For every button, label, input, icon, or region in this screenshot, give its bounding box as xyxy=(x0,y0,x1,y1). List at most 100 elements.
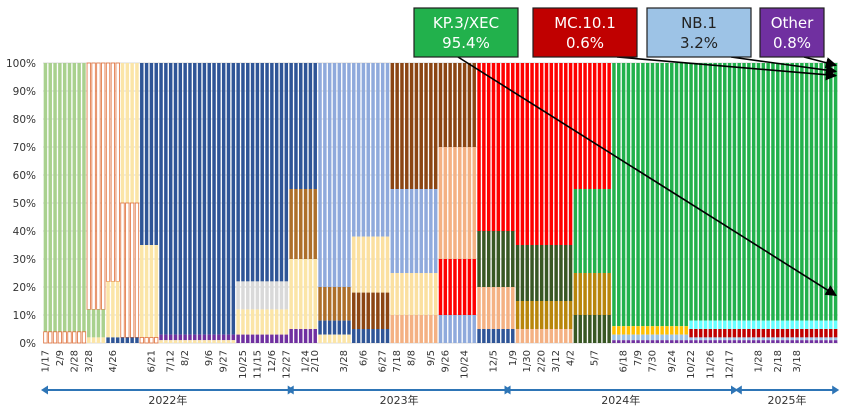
week-bar xyxy=(800,63,804,343)
week-bar xyxy=(241,63,245,343)
bar-segment-jn1 xyxy=(477,63,481,231)
week-bar xyxy=(660,63,664,343)
week-bar xyxy=(790,63,794,343)
week-bar xyxy=(279,63,284,343)
week-bar xyxy=(202,63,207,343)
bar-segment-misc xyxy=(665,326,669,335)
week-bar xyxy=(188,63,192,343)
week-bar xyxy=(96,62,101,343)
bar-segment-nb1 xyxy=(795,337,799,341)
x-tick-label: 1/28 xyxy=(754,350,765,372)
bar-segment-nb1 xyxy=(780,337,785,341)
bar-segment-jn1 xyxy=(535,63,539,245)
bar-segment-nb1 xyxy=(785,337,790,341)
week-bar xyxy=(332,63,337,343)
bar-segment-ba2_pre xyxy=(164,340,168,343)
bar-segment-jn1_sub xyxy=(544,245,549,301)
x-tick-label: 6/27 xyxy=(378,350,389,372)
bar-segment-other xyxy=(756,340,761,343)
bar-segment-kp3_xec xyxy=(766,63,770,321)
bar-segment-kp3_xec xyxy=(833,63,838,321)
bar-segment-jn1_sub xyxy=(486,231,491,287)
week-bar xyxy=(110,62,115,343)
x-tick-label: 2/18 xyxy=(773,350,784,372)
bar-segment-ba5_other xyxy=(250,281,255,310)
bar-segment-ba275 xyxy=(241,334,245,343)
year-label: 2025年 xyxy=(768,393,807,407)
bar-segment-other xyxy=(833,340,838,343)
bar-segment-ba286 xyxy=(564,329,568,343)
week-bar xyxy=(327,63,332,343)
week-bar xyxy=(472,63,476,343)
week-bar xyxy=(48,63,53,344)
bar-segment-ba1 xyxy=(48,331,53,344)
x-tick-label: 1/30 xyxy=(522,350,533,372)
week-bar xyxy=(511,63,515,343)
week-bar xyxy=(385,63,390,343)
bar-segment-kp3_xec xyxy=(751,63,756,321)
bar-segment-other xyxy=(771,340,775,343)
week-bar xyxy=(727,63,732,343)
bar-segment-ba286 xyxy=(390,315,395,343)
bar-segment-ba2_pre xyxy=(279,309,284,335)
week-bar xyxy=(525,63,529,343)
bar-segment-kp3_xec xyxy=(800,63,804,321)
week-bar xyxy=(284,63,289,343)
bar-segment-kp3_xec xyxy=(655,63,660,327)
bar-segment-eg5 xyxy=(472,63,476,147)
bar-segment-xbb116 xyxy=(409,273,414,315)
bar-segment-ba2_pre xyxy=(212,340,216,343)
bar-segment-ba5 xyxy=(125,337,130,343)
bar-segment-kp3_xec xyxy=(829,63,833,321)
bar-segment-ba286 xyxy=(462,147,467,259)
week-bar xyxy=(482,63,486,343)
bar-segment-ba286 xyxy=(515,329,520,343)
bar-segment-ba5 xyxy=(482,329,486,343)
bar-segment-jn1_sub xyxy=(477,231,481,287)
bar-segment-ba275 xyxy=(289,329,293,343)
bar-segment-nb1 xyxy=(718,337,722,341)
year-label: 2022年 xyxy=(148,393,187,407)
bar-segment-teal xyxy=(833,320,838,329)
bar-segment-xbb15 xyxy=(371,63,375,237)
bar-segment-eg5 xyxy=(443,63,448,147)
week-bar xyxy=(52,63,58,344)
bar-segment-other xyxy=(617,340,621,343)
bar-segment-jn1 xyxy=(525,63,529,245)
bar-segment-ba275 xyxy=(226,334,231,341)
bar-segment-teal xyxy=(776,320,780,329)
bar-segment-ba2_pre xyxy=(135,63,139,203)
week-bar xyxy=(462,63,467,343)
bar-segment-other xyxy=(655,340,660,343)
bar-segment-nb1 xyxy=(684,334,688,341)
bar-segment-kp2 xyxy=(515,301,520,329)
week-bar xyxy=(549,63,554,343)
bar-segment-xbb15 xyxy=(433,189,438,273)
x-tick-label: 3/28 xyxy=(84,350,95,372)
bar-segment-ba286 xyxy=(443,147,448,259)
bar-segment-xbb15 xyxy=(366,63,370,237)
bar-segment-jn1_sub xyxy=(549,245,554,301)
bar-segment-ba286 xyxy=(568,329,573,343)
bar-segment-ba5 xyxy=(226,63,231,335)
y-tick-label: 90% xyxy=(13,86,36,98)
bar-segment-ba2_pre xyxy=(140,245,144,338)
bar-segment-ba5 xyxy=(279,63,284,282)
bar-segment-mc101 xyxy=(795,329,799,338)
bar-segment-nb1 xyxy=(655,334,660,341)
bar-segment-kp3_xec xyxy=(679,63,684,327)
y-tick-label: 50% xyxy=(13,198,36,210)
bar-segment-kp3_xec xyxy=(814,63,819,321)
bar-segment-ba5 xyxy=(323,320,327,335)
bar-segment-jn1 xyxy=(583,63,587,189)
week-bar xyxy=(144,63,149,344)
week-bar xyxy=(313,63,317,343)
bar-segment-nb1 xyxy=(660,334,664,341)
bar-segment-ba5 xyxy=(140,63,144,245)
week-bar xyxy=(270,63,274,343)
week-bar xyxy=(149,63,154,344)
bar-segment-xbb116 xyxy=(371,236,375,293)
bar-segment-ba2_pre xyxy=(101,337,105,343)
bar-segment-ba286 xyxy=(458,147,462,259)
bar-segment-ba1 xyxy=(86,62,91,310)
